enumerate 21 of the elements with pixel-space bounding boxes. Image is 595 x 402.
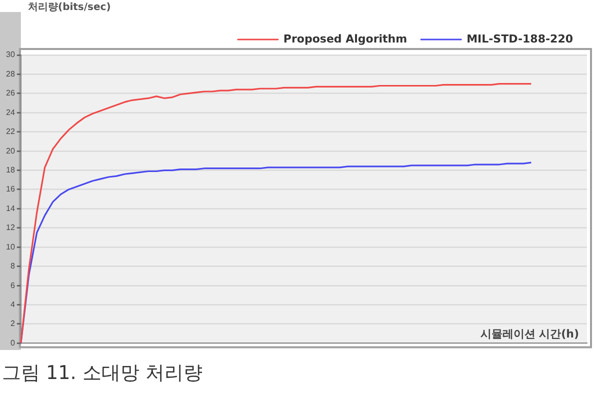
legend-label: Proposed Algorithm bbox=[283, 32, 408, 46]
y-tick-label: 18 bbox=[6, 165, 16, 174]
y-tick-label: 14 bbox=[6, 204, 16, 213]
y-tick-label: 24 bbox=[6, 108, 16, 117]
y-tick-label: 4 bbox=[10, 300, 16, 309]
y-tick-label: 22 bbox=[6, 127, 16, 136]
y-tick-label: 30 bbox=[6, 50, 16, 60]
y-tick-label: 28 bbox=[6, 69, 16, 78]
y-tick-label: 8 bbox=[10, 262, 16, 271]
y-tick-label: 2 bbox=[10, 319, 16, 328]
y-tick-label: 20 bbox=[6, 146, 16, 156]
y-tick-label: 6 bbox=[10, 280, 16, 290]
y-tick-label: 26 bbox=[6, 88, 16, 98]
y-tick-label: 0 bbox=[10, 338, 16, 348]
x-axis-title: 시뮬레이션 시간(h) bbox=[480, 328, 579, 341]
y-axis-title: 처리량(bits/sec) bbox=[28, 1, 111, 14]
y-tick-label: 12 bbox=[6, 223, 16, 232]
caption: 그림 11. 소대망 처리량 bbox=[2, 361, 202, 386]
legend-label: MIL-STD-188-220 bbox=[466, 32, 574, 46]
y-tick-label: 16 bbox=[6, 184, 16, 194]
y-tick-label: 10 bbox=[6, 242, 16, 252]
